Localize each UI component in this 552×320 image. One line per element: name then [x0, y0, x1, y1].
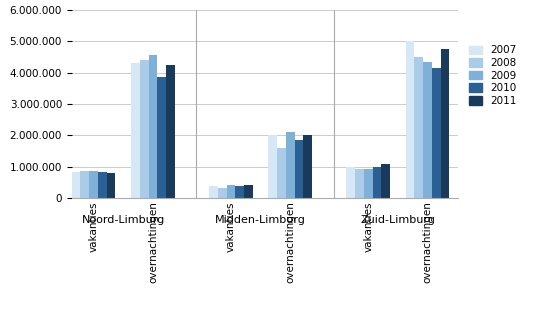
Text: Midden-Limburg: Midden-Limburg: [215, 215, 306, 225]
Bar: [355, 169, 364, 198]
Bar: [295, 140, 304, 198]
Bar: [347, 167, 355, 198]
Bar: [277, 148, 286, 198]
Bar: [72, 172, 81, 198]
Bar: [286, 132, 295, 198]
Bar: [209, 187, 218, 198]
Bar: [131, 63, 140, 198]
Bar: [406, 41, 415, 198]
Bar: [381, 164, 390, 198]
Bar: [304, 135, 312, 198]
Bar: [89, 171, 98, 198]
Legend: 2007, 2008, 2009, 2010, 2011: 2007, 2008, 2009, 2010, 2011: [467, 44, 519, 108]
Bar: [107, 172, 115, 198]
Bar: [140, 60, 148, 198]
Bar: [373, 167, 381, 198]
Bar: [148, 55, 157, 198]
Bar: [423, 61, 432, 198]
Bar: [157, 77, 166, 198]
Bar: [244, 185, 253, 198]
Bar: [226, 185, 235, 198]
Text: Noord-Limburg: Noord-Limburg: [82, 215, 165, 225]
Bar: [166, 65, 175, 198]
Bar: [218, 188, 226, 198]
Bar: [235, 187, 244, 198]
Bar: [268, 135, 277, 198]
Bar: [81, 171, 89, 198]
Text: Zuid-Limburg: Zuid-Limburg: [360, 215, 436, 225]
Bar: [440, 49, 449, 198]
Bar: [415, 57, 423, 198]
Bar: [364, 169, 373, 198]
Bar: [432, 68, 440, 198]
Bar: [98, 172, 107, 198]
